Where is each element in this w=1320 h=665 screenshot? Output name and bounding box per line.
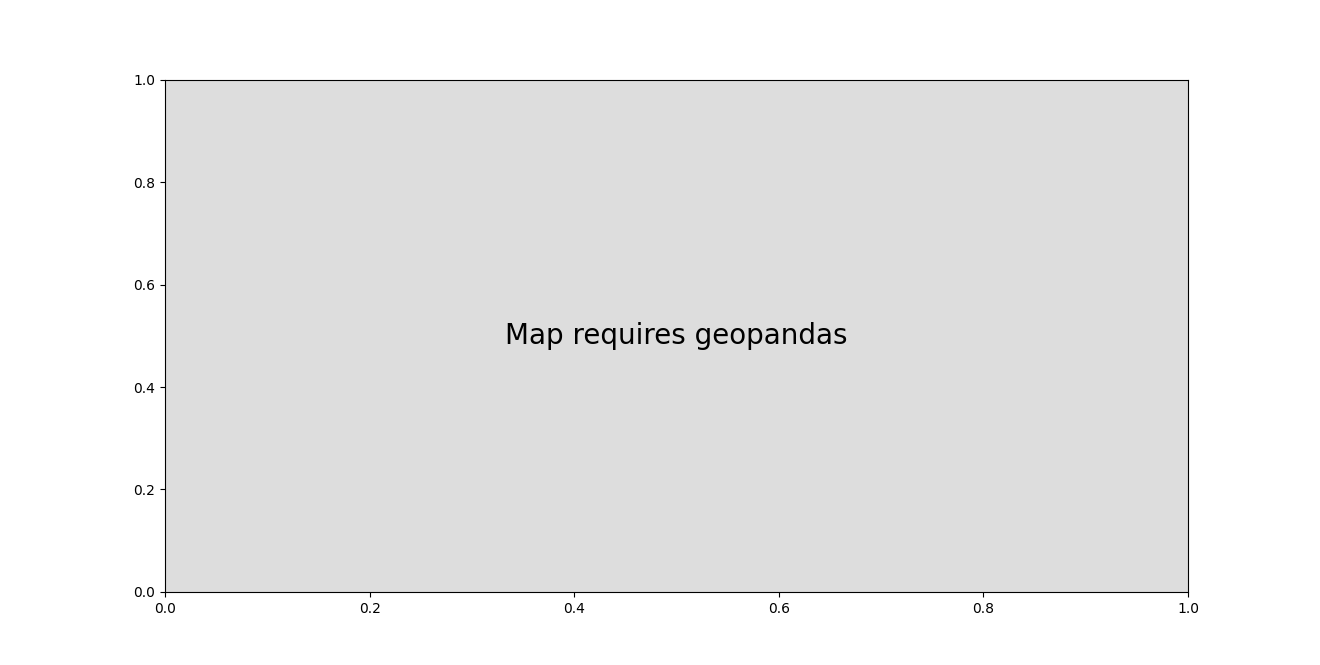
- Text: Map requires geopandas: Map requires geopandas: [506, 322, 847, 350]
